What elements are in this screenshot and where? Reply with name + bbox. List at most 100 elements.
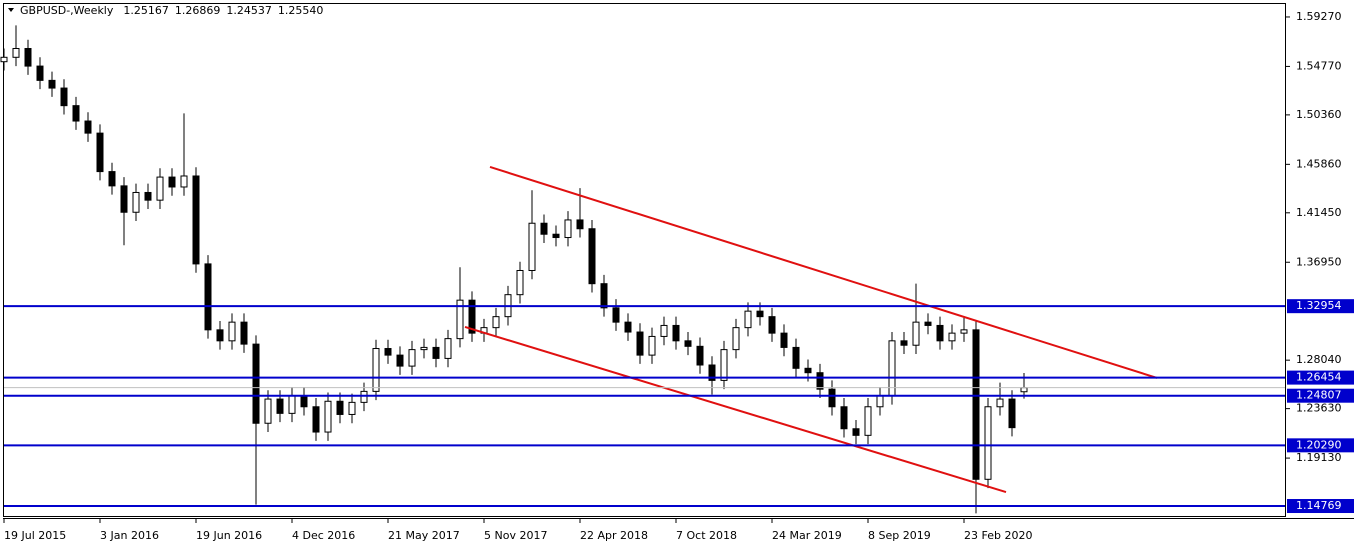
y-tick-label: 1.45860: [1296, 157, 1342, 170]
x-tick-label: 19 Jul 2015: [4, 529, 66, 542]
candle-body: [492, 316, 500, 329]
candle-body: [876, 395, 884, 408]
candle-body: [852, 428, 860, 436]
candle-body: [624, 321, 632, 333]
ohlc-header: 1.25167 1.26869 1.24537 1.25540: [123, 4, 323, 17]
candle-body: [108, 171, 116, 187]
plot-frame: [3, 3, 1286, 517]
candle-body: [720, 349, 728, 381]
candle-body: [228, 321, 236, 342]
y-tick-label: 1.19130: [1296, 451, 1342, 464]
y-tick-label: 1.54770: [1296, 59, 1342, 72]
level-label: 1.14769: [1296, 499, 1342, 512]
menu-icon[interactable]: [8, 8, 14, 12]
candle-body: [648, 335, 656, 356]
candle-body: [0, 56, 8, 63]
candle-body: [96, 132, 104, 173]
candle-body: [372, 348, 380, 392]
x-tick-label: 4 Dec 2016: [292, 529, 355, 542]
candle-body: [264, 398, 272, 424]
candle-body: [732, 327, 740, 351]
x-tick-label: 3 Jan 2016: [100, 529, 159, 542]
candle-body: [780, 332, 788, 348]
x-tick-label: 21 May 2017: [388, 529, 460, 542]
x-tick-label: 24 Mar 2019: [772, 529, 842, 542]
candle-body: [912, 321, 920, 346]
level-label: 1.24807: [1296, 389, 1342, 402]
candle-body: [744, 310, 752, 329]
y-tick-label: 1.59270: [1296, 10, 1342, 23]
candle-body: [48, 79, 56, 89]
level-label-box: [1287, 438, 1354, 453]
candle-body: [1020, 387, 1028, 393]
candle-body: [168, 176, 176, 188]
level-label: 1.32954: [1296, 299, 1342, 312]
candle-body: [600, 283, 608, 309]
candle-body: [132, 191, 140, 213]
candle-body: [156, 176, 164, 201]
trendline: [489, 166, 1158, 379]
candle-body: [792, 346, 800, 369]
candle-body: [540, 222, 548, 235]
candle-body: [192, 175, 200, 265]
y-tick-label: 1.50360: [1296, 108, 1342, 121]
candle-body: [300, 395, 308, 408]
candle-body: [120, 185, 128, 213]
ohlc-value: 1.26869: [175, 4, 221, 17]
candle-body: [336, 400, 344, 415]
candle-body: [216, 329, 224, 342]
x-tick-label: 5 Nov 2017: [484, 529, 547, 542]
candle-body: [348, 401, 356, 415]
level-label-box: [1287, 388, 1354, 403]
candle-body: [408, 349, 416, 367]
candle-body: [672, 324, 680, 342]
candle-body: [72, 105, 80, 122]
level-label: 1.20290: [1296, 438, 1342, 451]
candle-body: [456, 299, 464, 340]
candle-body: [972, 329, 980, 480]
candle-body: [528, 222, 536, 271]
candle-body: [36, 65, 44, 81]
candle-body: [240, 321, 248, 345]
y-tick-label: 1.28040: [1296, 353, 1342, 366]
candle-body: [900, 340, 908, 346]
candle-body: [516, 269, 524, 296]
candle-body: [432, 346, 440, 359]
level-label-box: [1287, 299, 1354, 314]
candle-body: [816, 372, 824, 390]
candle-body: [144, 191, 152, 201]
candle-body: [204, 263, 212, 331]
candle-body: [756, 310, 764, 318]
candle-body: [696, 345, 704, 366]
candle-body: [360, 390, 368, 403]
candle-body: [396, 354, 404, 367]
candle-body: [312, 406, 320, 433]
candle-body: [324, 400, 332, 433]
candle-body: [180, 175, 188, 188]
level-label-box: [1287, 370, 1354, 385]
candle-body: [60, 87, 68, 107]
candle-body: [288, 395, 296, 414]
candle-body: [468, 299, 476, 334]
candle-body: [24, 48, 32, 67]
level-label-box: [1287, 499, 1354, 514]
candle-body: [936, 324, 944, 342]
candle-body: [636, 331, 644, 356]
candle-body: [12, 48, 20, 58]
candle-body: [840, 406, 848, 430]
x-tick-label: 23 Feb 2020: [964, 529, 1032, 542]
candle-body: [252, 343, 260, 424]
chart-title: GBPUSD-,Weekly: [20, 4, 114, 17]
candle-body: [960, 329, 968, 334]
candle-body: [384, 348, 392, 356]
candle-body: [684, 340, 692, 347]
x-tick-label: 22 Apr 2018: [580, 529, 648, 542]
trendline: [464, 326, 1007, 493]
y-tick-label: 1.41450: [1296, 206, 1342, 219]
level-label: 1.26454: [1296, 371, 1342, 384]
candle-body: [828, 388, 836, 408]
candle-body: [984, 406, 992, 480]
candle-body: [804, 367, 812, 374]
candle-body: [612, 307, 620, 323]
